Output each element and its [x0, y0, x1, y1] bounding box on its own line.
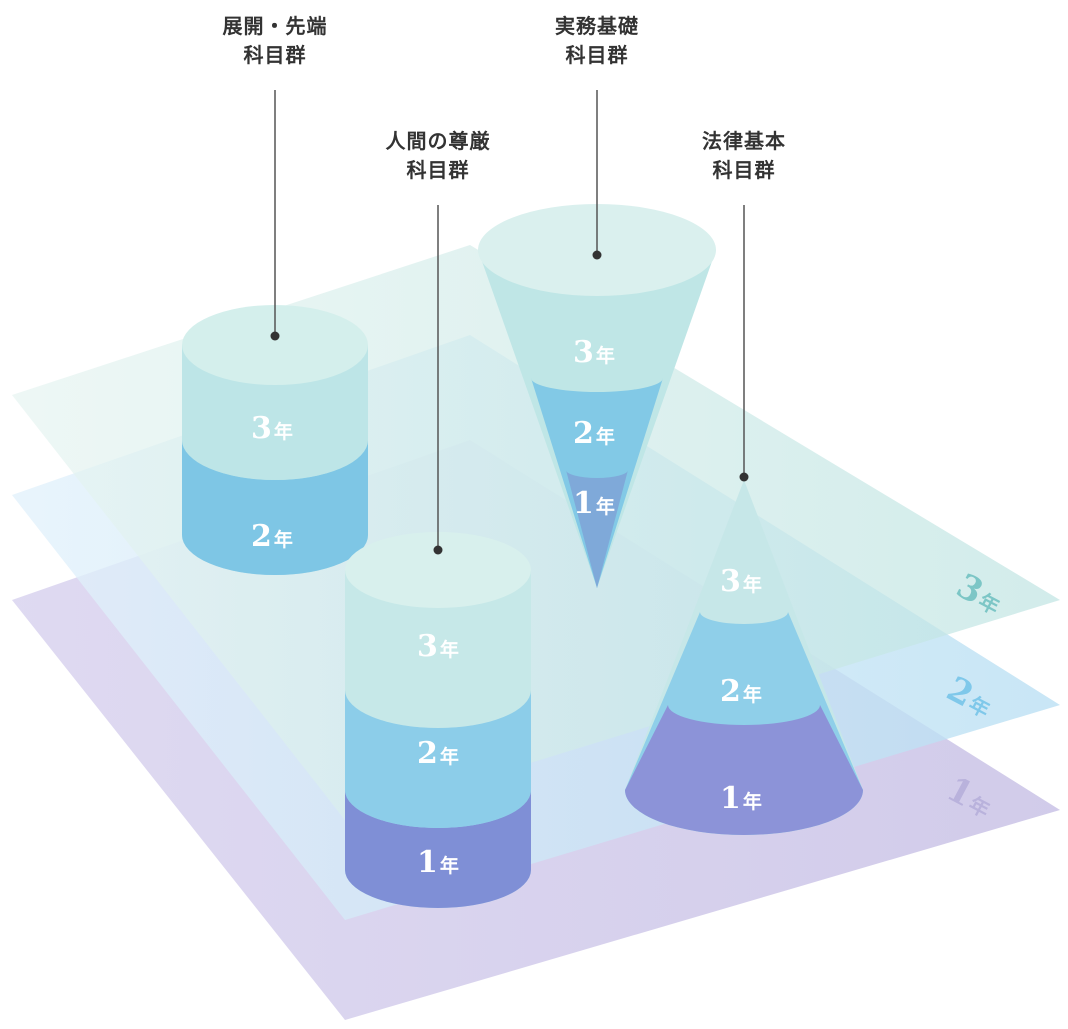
cone-houritsu — [625, 480, 863, 835]
callout-jitsumu — [592, 90, 602, 260]
cylinder-ningen — [345, 532, 531, 908]
callout-houritsu — [739, 205, 749, 482]
callout-tenkai — [270, 90, 280, 341]
group-label-jitsumu-line1: 実務基礎 — [555, 14, 639, 38]
group-label-tenkai-line1: 展開・先端 — [223, 14, 328, 38]
group-label-ningen-line1: 人間の尊厳 — [386, 129, 491, 153]
cylinder-tenkai — [182, 305, 368, 575]
group-label-jitsumu-line2: 科目群 — [566, 43, 629, 67]
callout-ningen — [433, 205, 443, 555]
group-label-ningen-line2: 科目群 — [407, 158, 470, 182]
group-label-tenkai-line2: 科目群 — [244, 43, 307, 67]
group-label-houritsu-line2: 科目群 — [713, 158, 776, 182]
group-label-houritsu-line1: 法律基本 — [702, 129, 786, 153]
